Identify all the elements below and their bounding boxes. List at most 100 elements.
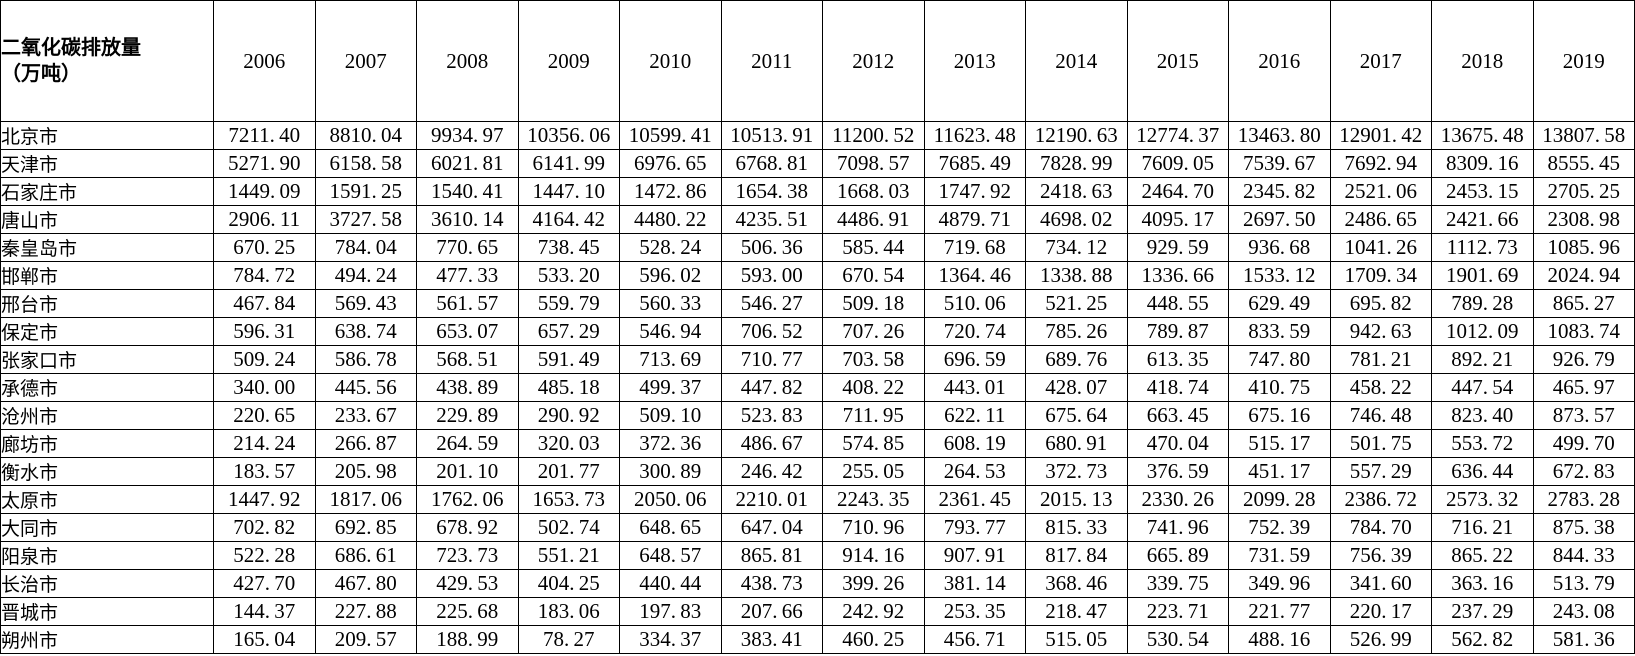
value-cell: 509. 10 (619, 401, 722, 430)
table-row: 邯郸市 784. 72 494. 24 477. 33 533. 20 596. 02 59… (0, 261, 1635, 290)
value-cell: 227. 88 (314, 597, 417, 626)
year-header-2012: 2012 (822, 0, 925, 122)
value-cell: 8555. 45 (1532, 149, 1635, 178)
table-row: 张家口市 509. 24 586. 78 568. 51 591. 49 713. 69 7… (0, 345, 1635, 374)
value-cell: 2099. 28 (1228, 485, 1331, 514)
value-cell: 1901. 69 (1431, 261, 1534, 290)
value-cell: 692. 85 (314, 513, 417, 542)
value-cell: 10356. 06 (517, 121, 620, 150)
value-cell: 144. 37 (213, 597, 316, 626)
value-cell: 585. 44 (822, 233, 925, 262)
value-cell: 6141. 99 (517, 149, 620, 178)
value-cell: 1447. 92 (213, 485, 316, 514)
value-cell: 784. 72 (213, 261, 316, 290)
value-cell: 2050. 06 (619, 485, 722, 514)
city-name-cell: 长治市 (0, 569, 214, 598)
value-cell: 372. 73 (1025, 457, 1128, 486)
value-cell: 11623. 48 (923, 121, 1026, 150)
value-cell: 528. 24 (619, 233, 722, 262)
value-cell: 13463. 80 (1228, 121, 1331, 150)
value-cell: 695. 82 (1329, 289, 1432, 318)
value-cell: 1338. 88 (1025, 261, 1128, 290)
value-cell: 229. 89 (416, 401, 519, 430)
value-cell: 399. 26 (822, 569, 925, 598)
city-name-cell: 唐山市 (0, 205, 214, 234)
value-cell: 865. 81 (720, 541, 823, 570)
value-cell: 629. 49 (1228, 289, 1331, 318)
value-cell: 781. 21 (1329, 345, 1432, 374)
value-cell: 746. 48 (1329, 401, 1432, 430)
table-row: 秦皇岛市 670. 25 784. 04 770. 65 738. 45 528. 24 5… (0, 233, 1635, 262)
value-cell: 255. 05 (822, 457, 925, 486)
value-cell: 339. 75 (1126, 569, 1229, 598)
value-cell: 13807. 58 (1532, 121, 1635, 150)
value-cell: 1817. 06 (314, 485, 417, 514)
value-cell: 467. 80 (314, 569, 417, 598)
value-cell: 1085. 96 (1532, 233, 1635, 262)
value-cell: 486. 67 (720, 429, 823, 458)
value-cell: 447. 54 (1431, 373, 1534, 402)
value-cell: 1012. 09 (1431, 317, 1534, 346)
value-cell: 907. 91 (923, 541, 1026, 570)
year-header-2015: 2015 (1126, 0, 1229, 122)
value-cell: 833. 59 (1228, 317, 1331, 346)
value-cell: 1591. 25 (314, 177, 417, 206)
value-cell: 6976. 65 (619, 149, 722, 178)
table-header-row: 二氧化碳排放量 （万吨） 2006 2007 2008 2009 2010 2011 201… (0, 0, 1635, 122)
value-cell: 648. 65 (619, 513, 722, 542)
city-name-cell: 太原市 (0, 485, 214, 514)
value-cell: 636. 44 (1431, 457, 1534, 486)
value-cell: 9934. 97 (416, 121, 519, 150)
year-header-2006: 2006 (213, 0, 316, 122)
value-cell: 1336. 66 (1126, 261, 1229, 290)
value-cell: 784. 70 (1329, 513, 1432, 542)
value-cell: 2210. 01 (720, 485, 823, 514)
value-cell: 334. 37 (619, 625, 722, 654)
value-cell: 638. 74 (314, 317, 417, 346)
value-cell: 499. 70 (1532, 429, 1635, 458)
value-cell: 622. 11 (923, 401, 1026, 430)
value-cell: 10513. 91 (720, 121, 823, 150)
value-cell: 7692. 94 (1329, 149, 1432, 178)
value-cell: 4164. 42 (517, 205, 620, 234)
value-cell: 3610. 14 (416, 205, 519, 234)
value-cell: 225. 68 (416, 597, 519, 626)
value-cell: 596. 02 (619, 261, 722, 290)
city-name-cell: 衡水市 (0, 457, 214, 486)
value-cell: 465. 97 (1532, 373, 1635, 402)
value-cell: 1083. 74 (1532, 317, 1635, 346)
value-cell: 678. 92 (416, 513, 519, 542)
value-cell: 428. 07 (1025, 373, 1128, 402)
value-cell: 4698. 02 (1025, 205, 1128, 234)
value-cell: 2024. 94 (1532, 261, 1635, 290)
value-cell: 2243. 35 (822, 485, 925, 514)
value-cell: 596. 31 (213, 317, 316, 346)
value-cell: 233. 67 (314, 401, 417, 430)
value-cell: 443. 01 (923, 373, 1026, 402)
value-cell: 942. 63 (1329, 317, 1432, 346)
value-cell: 448. 55 (1126, 289, 1229, 318)
value-cell: 561. 57 (416, 289, 519, 318)
value-cell: 3727. 58 (314, 205, 417, 234)
city-name-cell: 沧州市 (0, 401, 214, 430)
value-cell: 458. 22 (1329, 373, 1432, 402)
value-cell: 815. 33 (1025, 513, 1128, 542)
city-name-cell: 秦皇岛市 (0, 233, 214, 262)
value-cell: 785. 26 (1025, 317, 1128, 346)
value-cell: 734. 12 (1025, 233, 1128, 262)
value-cell: 381. 14 (923, 569, 1026, 598)
value-cell: 1540. 41 (416, 177, 519, 206)
value-cell: 670. 25 (213, 233, 316, 262)
value-cell: 201. 77 (517, 457, 620, 486)
value-cell: 2361. 45 (923, 485, 1026, 514)
value-cell: 418. 74 (1126, 373, 1229, 402)
value-cell: 789. 28 (1431, 289, 1534, 318)
value-cell: 237. 29 (1431, 597, 1534, 626)
value-cell: 456. 71 (923, 625, 1026, 654)
value-cell: 440. 44 (619, 569, 722, 598)
value-cell: 488. 16 (1228, 625, 1331, 654)
value-cell: 2906. 11 (213, 205, 316, 234)
value-cell: 470. 04 (1126, 429, 1229, 458)
table-row: 北京市 7211. 40 8810. 04 9934. 97 10356. 06 1059… (0, 121, 1635, 150)
value-cell: 5271. 90 (213, 149, 316, 178)
